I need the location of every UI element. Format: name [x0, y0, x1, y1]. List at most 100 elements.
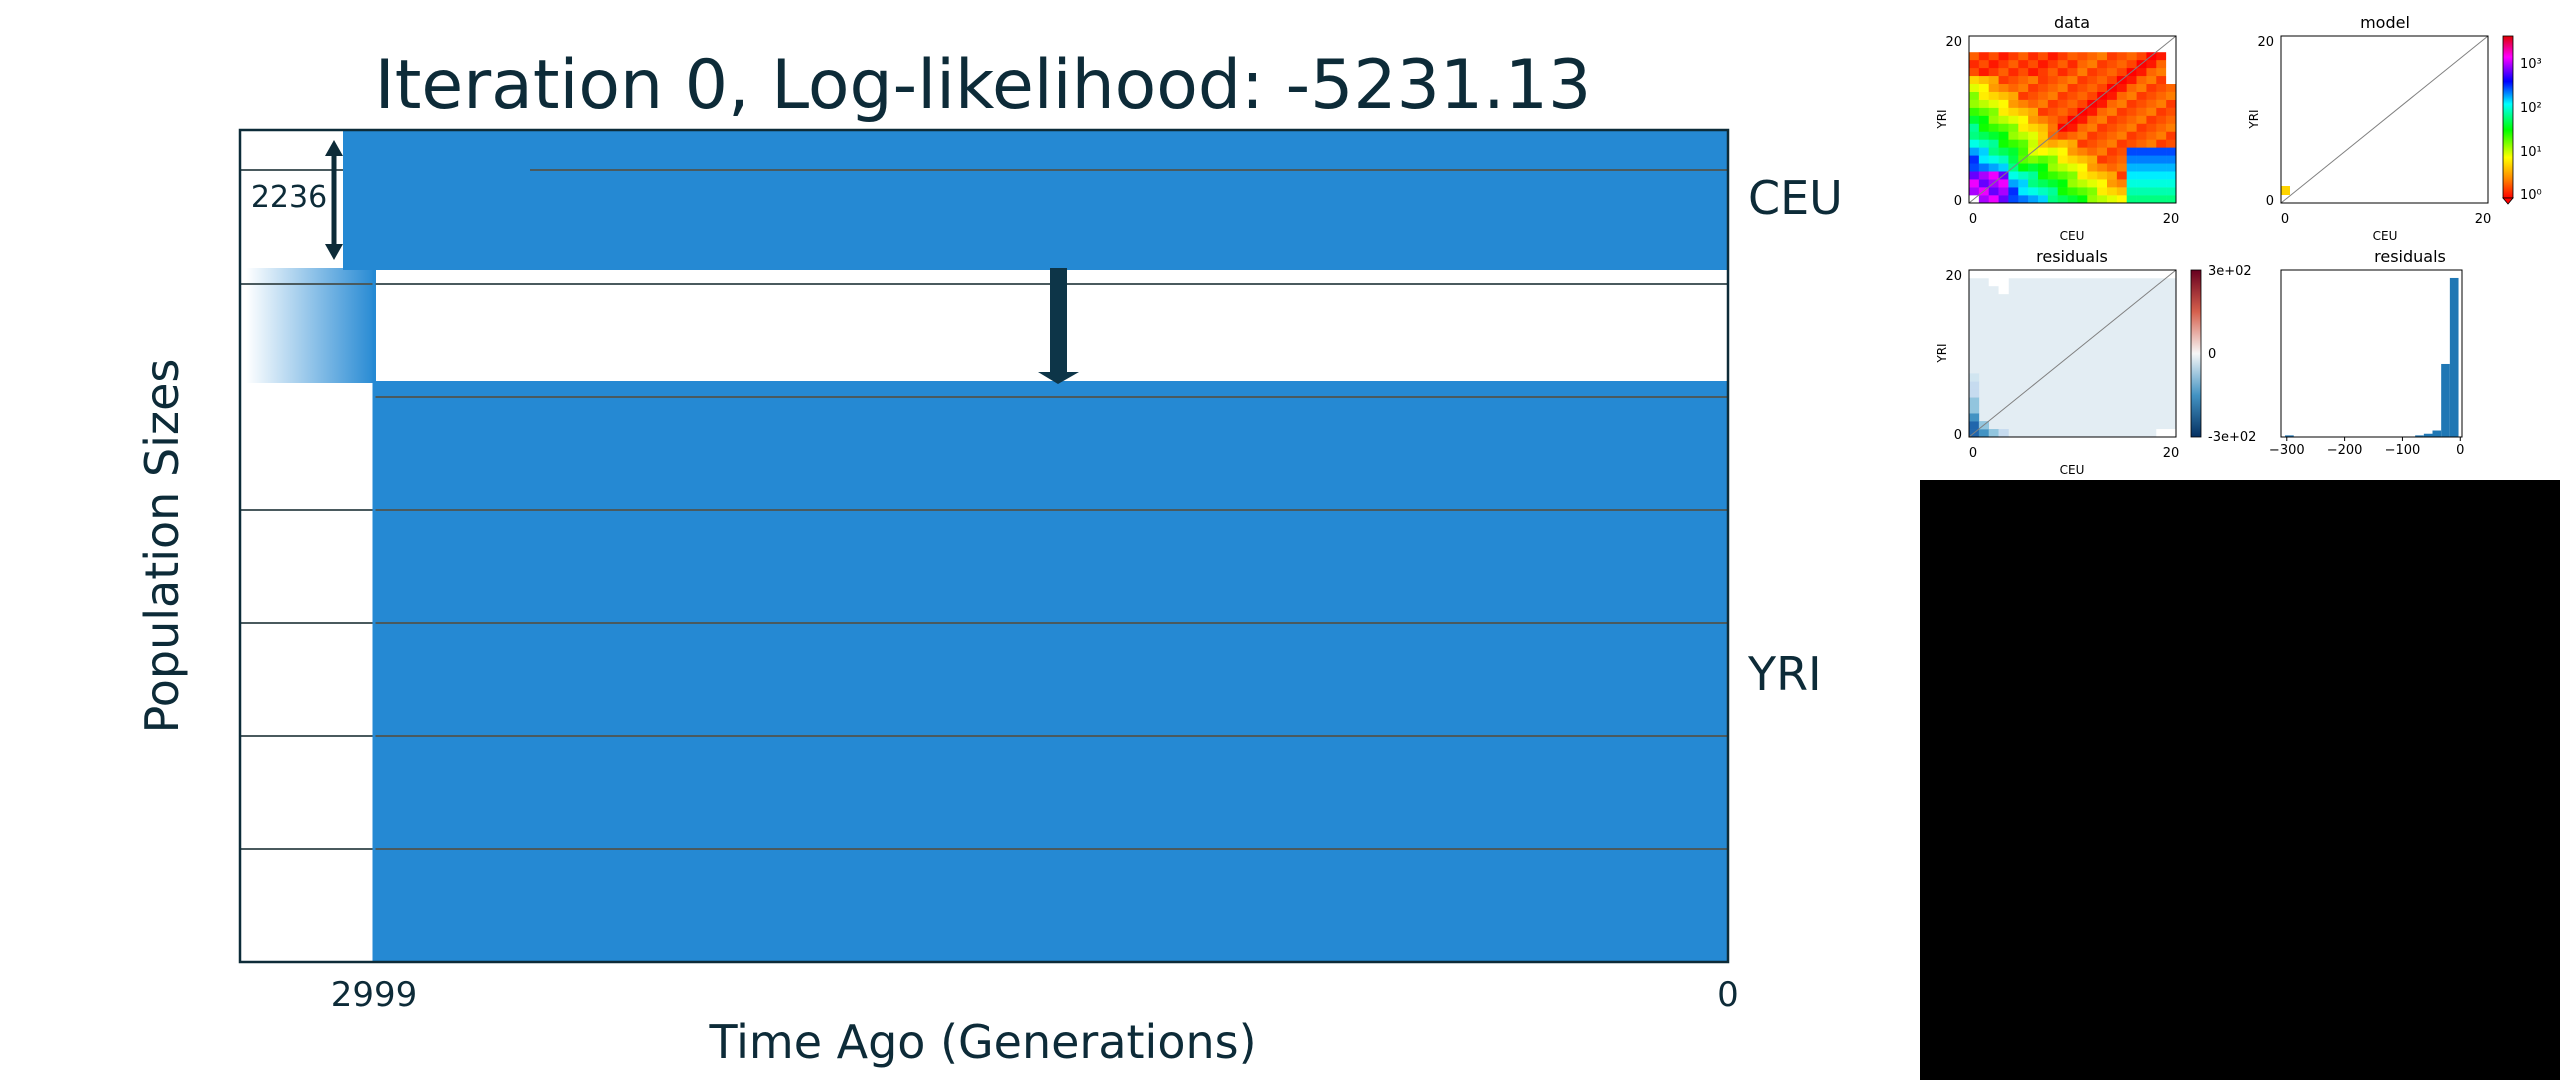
x-tick-label: 0 — [1969, 446, 1977, 461]
residual-cell — [2047, 270, 2059, 279]
heatmap-cell — [2126, 195, 2137, 204]
heatmap-cell — [2018, 75, 2029, 85]
model-cell — [2281, 186, 2290, 195]
panel-title: data — [2054, 13, 2090, 32]
heatmap-cell — [1988, 75, 1999, 85]
heatmap-cell — [1969, 163, 1980, 172]
heatmap-cell — [2067, 36, 2078, 45]
x-axis-label: Time Ago (Generations) — [708, 1015, 1256, 1069]
heatmap-cell — [1969, 51, 1980, 61]
heatmap-cell — [2116, 107, 2128, 116]
heatmap-cell — [1998, 67, 2009, 77]
heatmap-cell — [2136, 131, 2147, 140]
heatmap-cell — [2087, 155, 2098, 164]
heatmap-cell — [1988, 195, 1999, 204]
heatmap-cell — [2077, 139, 2088, 148]
heatmap-cell — [2136, 147, 2147, 156]
heatmap-cell — [2057, 51, 2068, 61]
heatmap-cell — [1978, 171, 1990, 180]
heatmap-cell — [2028, 75, 2039, 85]
heatmap-cell — [1978, 163, 1990, 172]
heatmap-cell — [2028, 187, 2039, 196]
heatmap-cell — [1978, 59, 1990, 69]
x-tick-label: 0 — [1717, 975, 1739, 1015]
heatmap-cell — [2018, 107, 2029, 116]
heatmap-cell — [2038, 195, 2049, 204]
heatmap-cell — [2067, 179, 2078, 188]
residual-cell — [1969, 381, 1980, 390]
heatmap-cell — [2136, 163, 2147, 172]
residual-cell — [2156, 429, 2167, 438]
heatmap-cell — [1969, 171, 1980, 180]
residual-cell — [1998, 285, 2009, 295]
heatmap-cell — [2038, 51, 2049, 61]
heatmap-cell — [2107, 187, 2118, 196]
heatmap-frame — [1968, 35, 2177, 204]
heatmap-cell — [1998, 147, 2009, 156]
histogram-bar — [2432, 430, 2442, 437]
heatmap-cell — [2077, 187, 2088, 196]
diagnostic-panels: data 0 20 20 0 CEU YRI model 0 20 20 0 C… — [1935, 13, 2542, 477]
heatmap-cell — [2077, 75, 2088, 85]
heatmap-cell — [2047, 59, 2059, 69]
heatmap-cell — [2087, 91, 2098, 100]
heatmap-cell — [2057, 187, 2068, 196]
x-tick-label: 0 — [1969, 212, 1977, 227]
residual-cell — [1969, 270, 1980, 279]
heatmap-cell — [2008, 155, 2019, 164]
heatmap-cell — [2166, 195, 2177, 204]
residual-cell — [2136, 270, 2147, 279]
heatmap-cell — [2126, 107, 2137, 116]
heatmap-cell — [2087, 171, 2098, 180]
heatmap-cell — [2038, 115, 2049, 124]
heatmap-cell — [2038, 131, 2049, 140]
heatmap-cell — [2097, 187, 2108, 196]
heatmap-cell — [2067, 147, 2078, 156]
heatmap-cell — [2126, 163, 2137, 172]
heatmap-cell — [2107, 179, 2118, 188]
colorbar-tick-label: 0 — [2208, 347, 2216, 362]
heatmap-cell — [2008, 147, 2019, 156]
heatmap-cell — [1998, 43, 2009, 53]
heatmap-cell — [1998, 195, 2009, 204]
heatmap-cell — [2087, 187, 2098, 196]
heatmap-cell — [2018, 171, 2029, 180]
heatmap-cell — [2018, 147, 2029, 156]
heatmap-cell — [2107, 171, 2118, 180]
empty-figure-area — [1920, 480, 2560, 1080]
heatmap-cell — [1998, 99, 2009, 108]
heatmap-cell — [2057, 179, 2068, 188]
heatmap-cell — [2136, 107, 2147, 116]
heatmap-cell — [2038, 75, 2049, 85]
heatmap-cell — [2136, 51, 2147, 61]
heatmap-cell — [2097, 163, 2108, 172]
heatmap-cell — [2008, 51, 2019, 61]
heatmap-cell — [2008, 171, 2019, 180]
x-tick-label: 0 — [2281, 212, 2289, 227]
heatmap-cell — [2136, 139, 2147, 148]
heatmap-cell — [2136, 36, 2147, 45]
heatmap-cell — [2067, 43, 2078, 53]
heatmap-cell — [1998, 83, 2009, 92]
heatmap-cell — [2136, 99, 2147, 108]
heatmap-cell — [2028, 123, 2039, 132]
heatmap-cell — [2047, 115, 2059, 124]
heatmap-cell — [2038, 187, 2049, 196]
heatmap-cell — [2156, 107, 2167, 116]
heatmap-cell — [2077, 51, 2088, 61]
heatmap-cell — [1978, 107, 1990, 116]
heatmap-cell — [2116, 187, 2128, 196]
population-label-ceu: CEU — [1748, 171, 1843, 225]
heatmap-frame — [1968, 269, 2177, 438]
heatmap-cell — [1969, 147, 1980, 156]
heatmap-cell — [1988, 59, 1999, 69]
y-tick-label: 0 — [2266, 194, 2274, 209]
heatmap-cell — [2097, 179, 2108, 188]
heatmap-cell — [2038, 163, 2049, 172]
residual-cell — [2146, 270, 2157, 279]
heatmap-cell — [2008, 59, 2019, 69]
heatmap-cell — [2047, 51, 2059, 61]
residual-cell — [1969, 413, 1980, 422]
ancestral-population-block — [246, 268, 376, 383]
x-axis-label: CEU — [2060, 229, 2085, 243]
